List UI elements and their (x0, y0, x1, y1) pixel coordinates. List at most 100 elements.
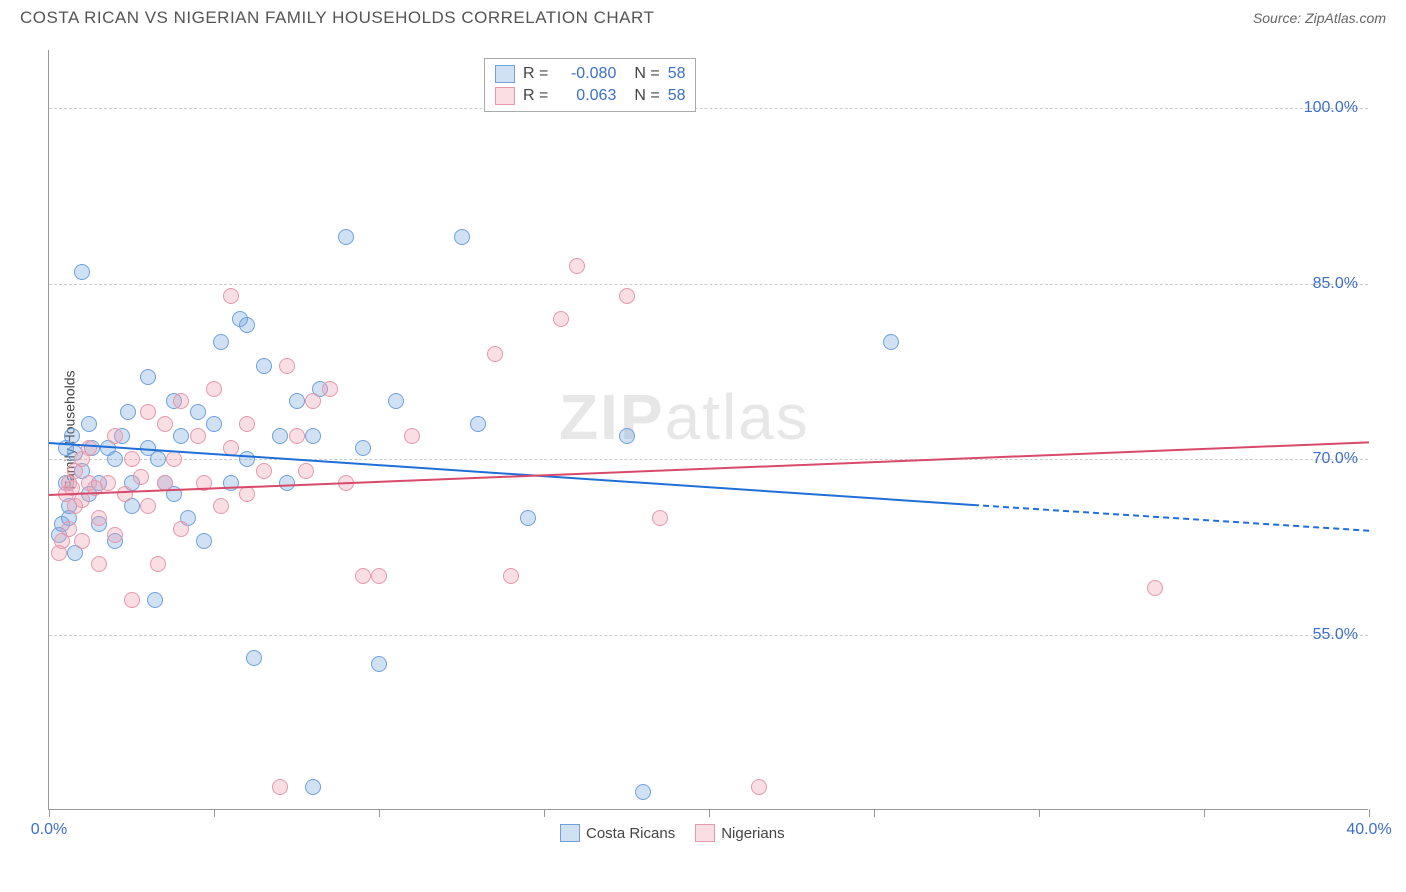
data-point (107, 451, 123, 467)
gridline (49, 108, 1368, 109)
data-point (133, 469, 149, 485)
data-point (74, 264, 90, 280)
data-point (206, 416, 222, 432)
data-point (289, 393, 305, 409)
legend-swatch (560, 824, 580, 842)
legend-row: R =-0.080N =58 (495, 63, 685, 85)
data-point (81, 416, 97, 432)
data-point (569, 258, 585, 274)
x-tick-label: 40.0% (1346, 821, 1391, 839)
data-point (305, 393, 321, 409)
legend-item: Costa Ricans (560, 824, 675, 842)
legend-label: Costa Ricans (586, 825, 675, 842)
legend-swatch (695, 824, 715, 842)
x-tick (874, 809, 875, 817)
x-tick (1369, 809, 1370, 817)
data-point (74, 533, 90, 549)
x-tick (214, 809, 215, 817)
data-point (190, 404, 206, 420)
data-point (61, 521, 77, 537)
x-tick (1204, 809, 1205, 817)
data-point (279, 475, 295, 491)
trend-line (973, 504, 1369, 532)
data-point (117, 486, 133, 502)
data-point (213, 498, 229, 514)
gridline (49, 284, 1368, 285)
data-point (213, 334, 229, 350)
data-point (173, 428, 189, 444)
data-point (272, 779, 288, 795)
data-point (81, 440, 97, 456)
data-point (140, 369, 156, 385)
data-point (239, 451, 255, 467)
x-tick (379, 809, 380, 817)
data-point (140, 404, 156, 420)
data-point (64, 428, 80, 444)
x-tick (1039, 809, 1040, 817)
data-point (239, 317, 255, 333)
data-point (190, 428, 206, 444)
y-tick-label: 55.0% (1313, 626, 1358, 644)
data-point (619, 288, 635, 304)
x-tick (49, 809, 50, 817)
legend-item: Nigerians (695, 824, 784, 842)
data-point (751, 779, 767, 795)
gridline (49, 635, 1368, 636)
data-point (404, 428, 420, 444)
data-point (305, 779, 321, 795)
data-point (107, 428, 123, 444)
data-point (124, 451, 140, 467)
data-point (246, 650, 262, 666)
data-point (371, 568, 387, 584)
data-point (120, 404, 136, 420)
data-point (206, 381, 222, 397)
legend-swatch (495, 87, 515, 105)
data-point (883, 334, 899, 350)
legend-correlation: R =-0.080N =58R =0.063N =58 (484, 58, 696, 112)
legend-row: R =0.063N =58 (495, 85, 685, 107)
data-point (470, 416, 486, 432)
trend-line (49, 442, 973, 506)
data-point (196, 533, 212, 549)
y-tick-label: 70.0% (1313, 450, 1358, 468)
data-point (173, 521, 189, 537)
data-point (239, 416, 255, 432)
data-point (298, 463, 314, 479)
data-point (338, 229, 354, 245)
x-tick (709, 809, 710, 817)
data-point (147, 592, 163, 608)
data-point (355, 440, 371, 456)
x-tick-label: 0.0% (31, 821, 67, 839)
data-point (256, 358, 272, 374)
x-tick (544, 809, 545, 817)
data-point (487, 346, 503, 362)
chart-title: COSTA RICAN VS NIGERIAN FAMILY HOUSEHOLD… (20, 8, 654, 28)
data-point (322, 381, 338, 397)
data-point (503, 568, 519, 584)
data-point (553, 311, 569, 327)
data-point (371, 656, 387, 672)
data-point (173, 393, 189, 409)
legend-label: Nigerians (721, 825, 784, 842)
data-point (454, 229, 470, 245)
data-point (289, 428, 305, 444)
data-point (619, 428, 635, 444)
data-point (279, 358, 295, 374)
data-point (305, 428, 321, 444)
chart-source: Source: ZipAtlas.com (1253, 10, 1386, 26)
data-point (355, 568, 371, 584)
data-point (150, 451, 166, 467)
legend-bottom: Costa Ricans Nigerians (560, 824, 785, 842)
data-point (652, 510, 668, 526)
y-tick-label: 85.0% (1313, 275, 1358, 293)
data-point (272, 428, 288, 444)
data-point (107, 527, 123, 543)
data-point (140, 498, 156, 514)
data-point (635, 784, 651, 800)
data-point (239, 486, 255, 502)
data-point (520, 510, 536, 526)
chart-header: COSTA RICAN VS NIGERIAN FAMILY HOUSEHOLD… (0, 0, 1406, 32)
watermark: ZIPatlas (559, 380, 810, 454)
data-point (1147, 580, 1163, 596)
legend-swatch (495, 65, 515, 83)
